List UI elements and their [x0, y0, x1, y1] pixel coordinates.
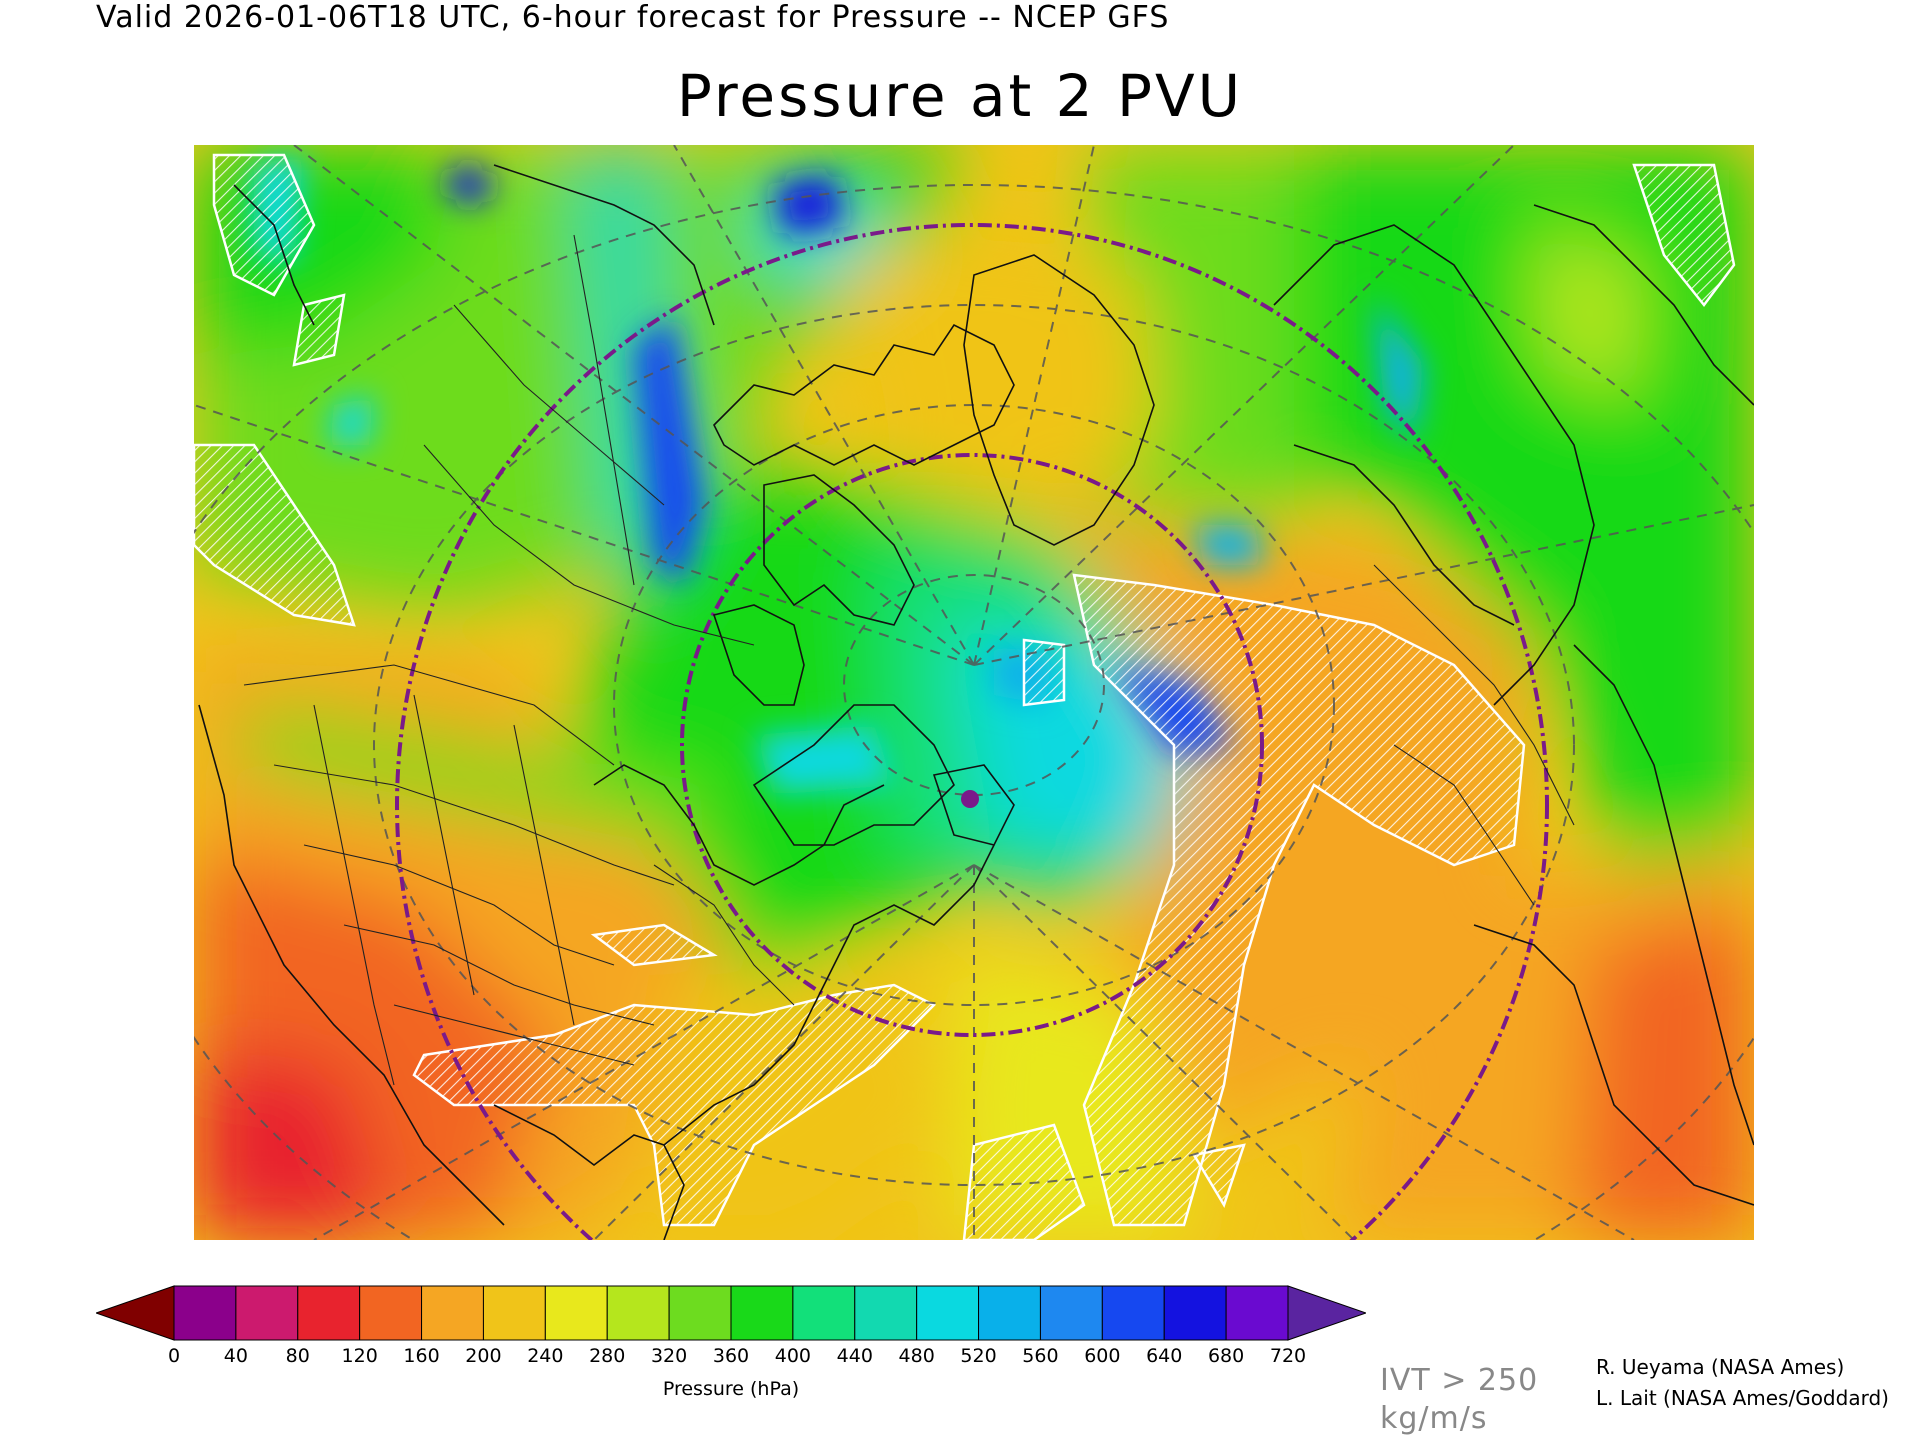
coastlines — [198, 164, 1754, 1240]
colorbar-tick-label: 320 — [651, 1345, 687, 1365]
political-borders — [243, 234, 1575, 1086]
credit-line-2: L. Lait (NASA Ames/Goddard) — [1596, 1386, 1889, 1410]
marker-dot — [961, 790, 979, 808]
colorbar-segment — [235, 1285, 299, 1341]
colorbar-segment — [978, 1285, 1041, 1341]
colorbar-segment — [606, 1285, 670, 1341]
colorbar-tick-label: 720 — [1270, 1345, 1306, 1365]
colorbar-tick-label: 120 — [342, 1345, 378, 1365]
lat-lon-grid — [194, 145, 1754, 1240]
colorbar-tick-label: 560 — [1022, 1345, 1058, 1365]
page-title: Pressure at 2 PVU — [676, 62, 1244, 130]
purple-reference-circles — [395, 223, 1549, 1240]
colorbar-tick-label: 440 — [837, 1345, 873, 1365]
colorbar-tick-label: 600 — [1084, 1345, 1120, 1365]
colorbar-segment — [916, 1285, 980, 1341]
colorbar-segment — [359, 1285, 423, 1341]
colorbar-under-triangle — [96, 1285, 175, 1341]
credits: R. Ueyama (NASA Ames) L. Lait (NASA Ames… — [1596, 1352, 1889, 1414]
colorbar-tick-label: 680 — [1208, 1345, 1244, 1365]
colorbar-segment — [482, 1285, 546, 1341]
colorbar-tick-label: 240 — [527, 1345, 563, 1365]
colorbar-tick-label: 40 — [224, 1345, 248, 1365]
colorbar-segment — [297, 1285, 361, 1341]
colorbar-tick-label: 200 — [465, 1345, 501, 1365]
colorbar-segment — [1163, 1285, 1227, 1341]
pressure-map — [194, 145, 1754, 1240]
colorbar-segment — [544, 1285, 608, 1341]
colorbar-segment — [1101, 1285, 1165, 1341]
colorbar-segment — [421, 1285, 484, 1341]
colorbar-segment — [730, 1285, 794, 1341]
valid-time-header: Valid 2026-01-06T18 UTC, 6-hour forecast… — [96, 0, 1170, 35]
colorbar-segment — [1225, 1285, 1289, 1341]
colorbar-tick-label: 80 — [286, 1345, 310, 1365]
colorbar-tick-label: 0 — [168, 1345, 180, 1365]
ivt-legend-note: IVT > 250 kg/m/s — [1380, 1362, 1580, 1438]
colorbar-segment — [854, 1285, 918, 1341]
pressure-colorbar: 0 40 80 120 160 200 240 280 320 360 400 440 480 520 56… — [96, 1285, 1366, 1365]
colorbar-segment — [1039, 1285, 1103, 1341]
colorbar-tick-label: 400 — [775, 1345, 811, 1365]
colorbar-over-triangle — [1287, 1285, 1366, 1341]
colorbar-tick-label: 280 — [589, 1345, 625, 1365]
colorbar-tick-label: 520 — [960, 1345, 996, 1365]
colorbar-tick-label: 160 — [403, 1345, 439, 1365]
colorbar-segment — [173, 1285, 237, 1341]
colorbar-caption: Pressure (hPa) — [662, 1378, 800, 1400]
colorbar-segment — [668, 1285, 732, 1341]
ivt-legend-line2: kg/m/s — [1380, 1401, 1488, 1436]
colorbar-tick-label: 480 — [899, 1345, 935, 1365]
ivt-legend-line1: IVT > 250 — [1380, 1363, 1539, 1398]
colorbar-segment — [792, 1285, 856, 1341]
colorbar-tick-label: 360 — [713, 1345, 749, 1365]
ivt-hatched-regions — [194, 153, 1736, 1240]
colorbar-tick-label: 640 — [1146, 1345, 1182, 1365]
credit-line-1: R. Ueyama (NASA Ames) — [1596, 1355, 1845, 1379]
